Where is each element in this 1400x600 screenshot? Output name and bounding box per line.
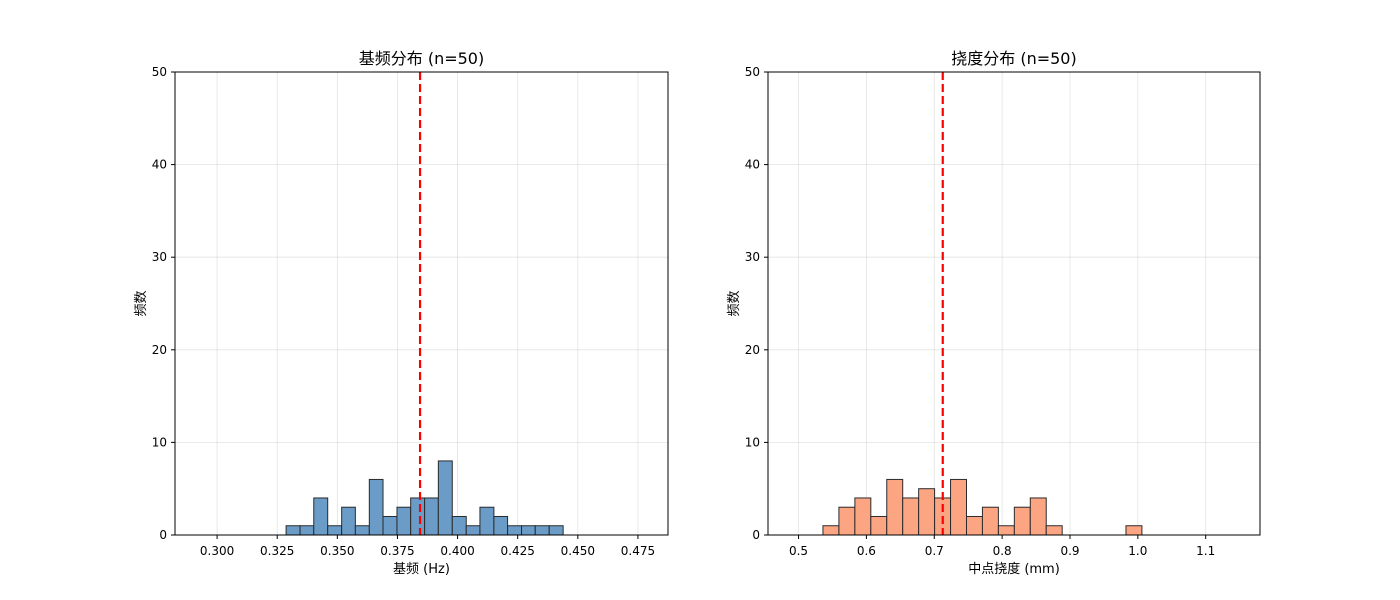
y-tick-label: 30 [745,250,760,264]
x-tick-label: 0.325 [260,544,294,558]
histogram-bar [327,525,343,536]
histogram-bar [424,497,439,536]
histogram-bar [465,525,481,536]
y-tick-label: 40 [152,158,167,172]
x-tick-label: 0.9 [1060,544,1079,558]
histogram-bar [1029,497,1047,536]
histogram-bar [981,506,999,536]
x-axis-label: 中点挠度 (mm) [968,561,1060,577]
y-tick-label: 20 [745,343,760,357]
histogram-bar [534,525,550,536]
x-tick-label: 0.375 [380,544,414,558]
axes-frame [767,71,1261,536]
x-tick-label: 1.1 [1196,544,1215,558]
y-axis-label: 频数 [134,290,149,316]
histogram-bar [313,497,329,536]
chart-panel-deflection: 0.5 0.6 0.7 0.8 0.9 1.0 1.1 0 10 20 30 40 50 挠度分布 (n=… [727,49,1261,577]
histogram-bar [965,515,983,536]
y-tick-label: 50 [152,65,167,79]
histogram-bar [410,497,426,536]
histogram-bar [854,497,872,536]
x-tick-label: 1.0 [1128,544,1147,558]
histogram-bar [507,525,523,536]
histogram-bar [521,525,536,536]
histogram-bar [1125,525,1143,536]
x-tick-label: 0.5 [789,544,808,558]
histogram-bar [285,525,301,536]
x-tick-label: 0.425 [501,544,535,558]
histogram-bar [822,525,840,536]
histogram-bar [341,506,356,536]
histogram-bar [493,515,509,536]
histogram-bar [548,525,564,536]
x-tick-label: 0.450 [561,544,595,558]
x-tick-label: 0.300 [200,544,234,558]
y-tick-label: 0 [752,528,760,542]
histogram-bar [368,478,384,536]
histogram-bar [382,515,398,536]
y-tick-label: 50 [745,65,760,79]
histogram-bar [870,515,888,536]
y-axis-label: 频数 [727,290,742,316]
y-tick-label: 10 [152,435,167,449]
x-tick-label: 0.7 [925,544,944,558]
chart-panel-fundamental-frequency: 0.300 0.325 0.350 0.375 0.400 0.425 0.450 0.475… [134,49,669,577]
histogram-bar [354,525,370,536]
histogram-bar [997,525,1015,536]
x-tick-label: 0.400 [440,544,474,558]
y-tick-label: 0 [159,528,167,542]
x-tick-label: 0.475 [621,544,655,558]
histogram-bar [838,506,856,536]
histogram-bar [299,525,315,536]
chart-title: 挠度分布 (n=50) [951,49,1076,68]
histogram-bar [437,460,453,536]
axes-frame [174,71,669,536]
histogram-bar [950,478,967,536]
y-tick-label: 20 [152,343,167,357]
histogram-bar [902,497,920,536]
y-tick-label: 10 [745,435,760,449]
histogram-bar [479,506,495,536]
x-tick-label: 0.6 [857,544,876,558]
histogram-bar [1013,506,1031,536]
x-tick-label: 0.8 [993,544,1012,558]
histogram-bar [396,506,412,536]
x-tick-label: 0.350 [320,544,354,558]
histogram-bar [1045,525,1063,536]
histogram-bar [886,478,904,536]
histogram-bar [918,488,936,536]
x-axis-label: 基频 (Hz) [393,562,450,577]
y-tick-label: 40 [745,158,760,172]
histogram-bar [451,515,467,536]
y-tick-label: 30 [152,250,167,264]
chart-title: 基频分布 (n=50) [359,49,484,68]
